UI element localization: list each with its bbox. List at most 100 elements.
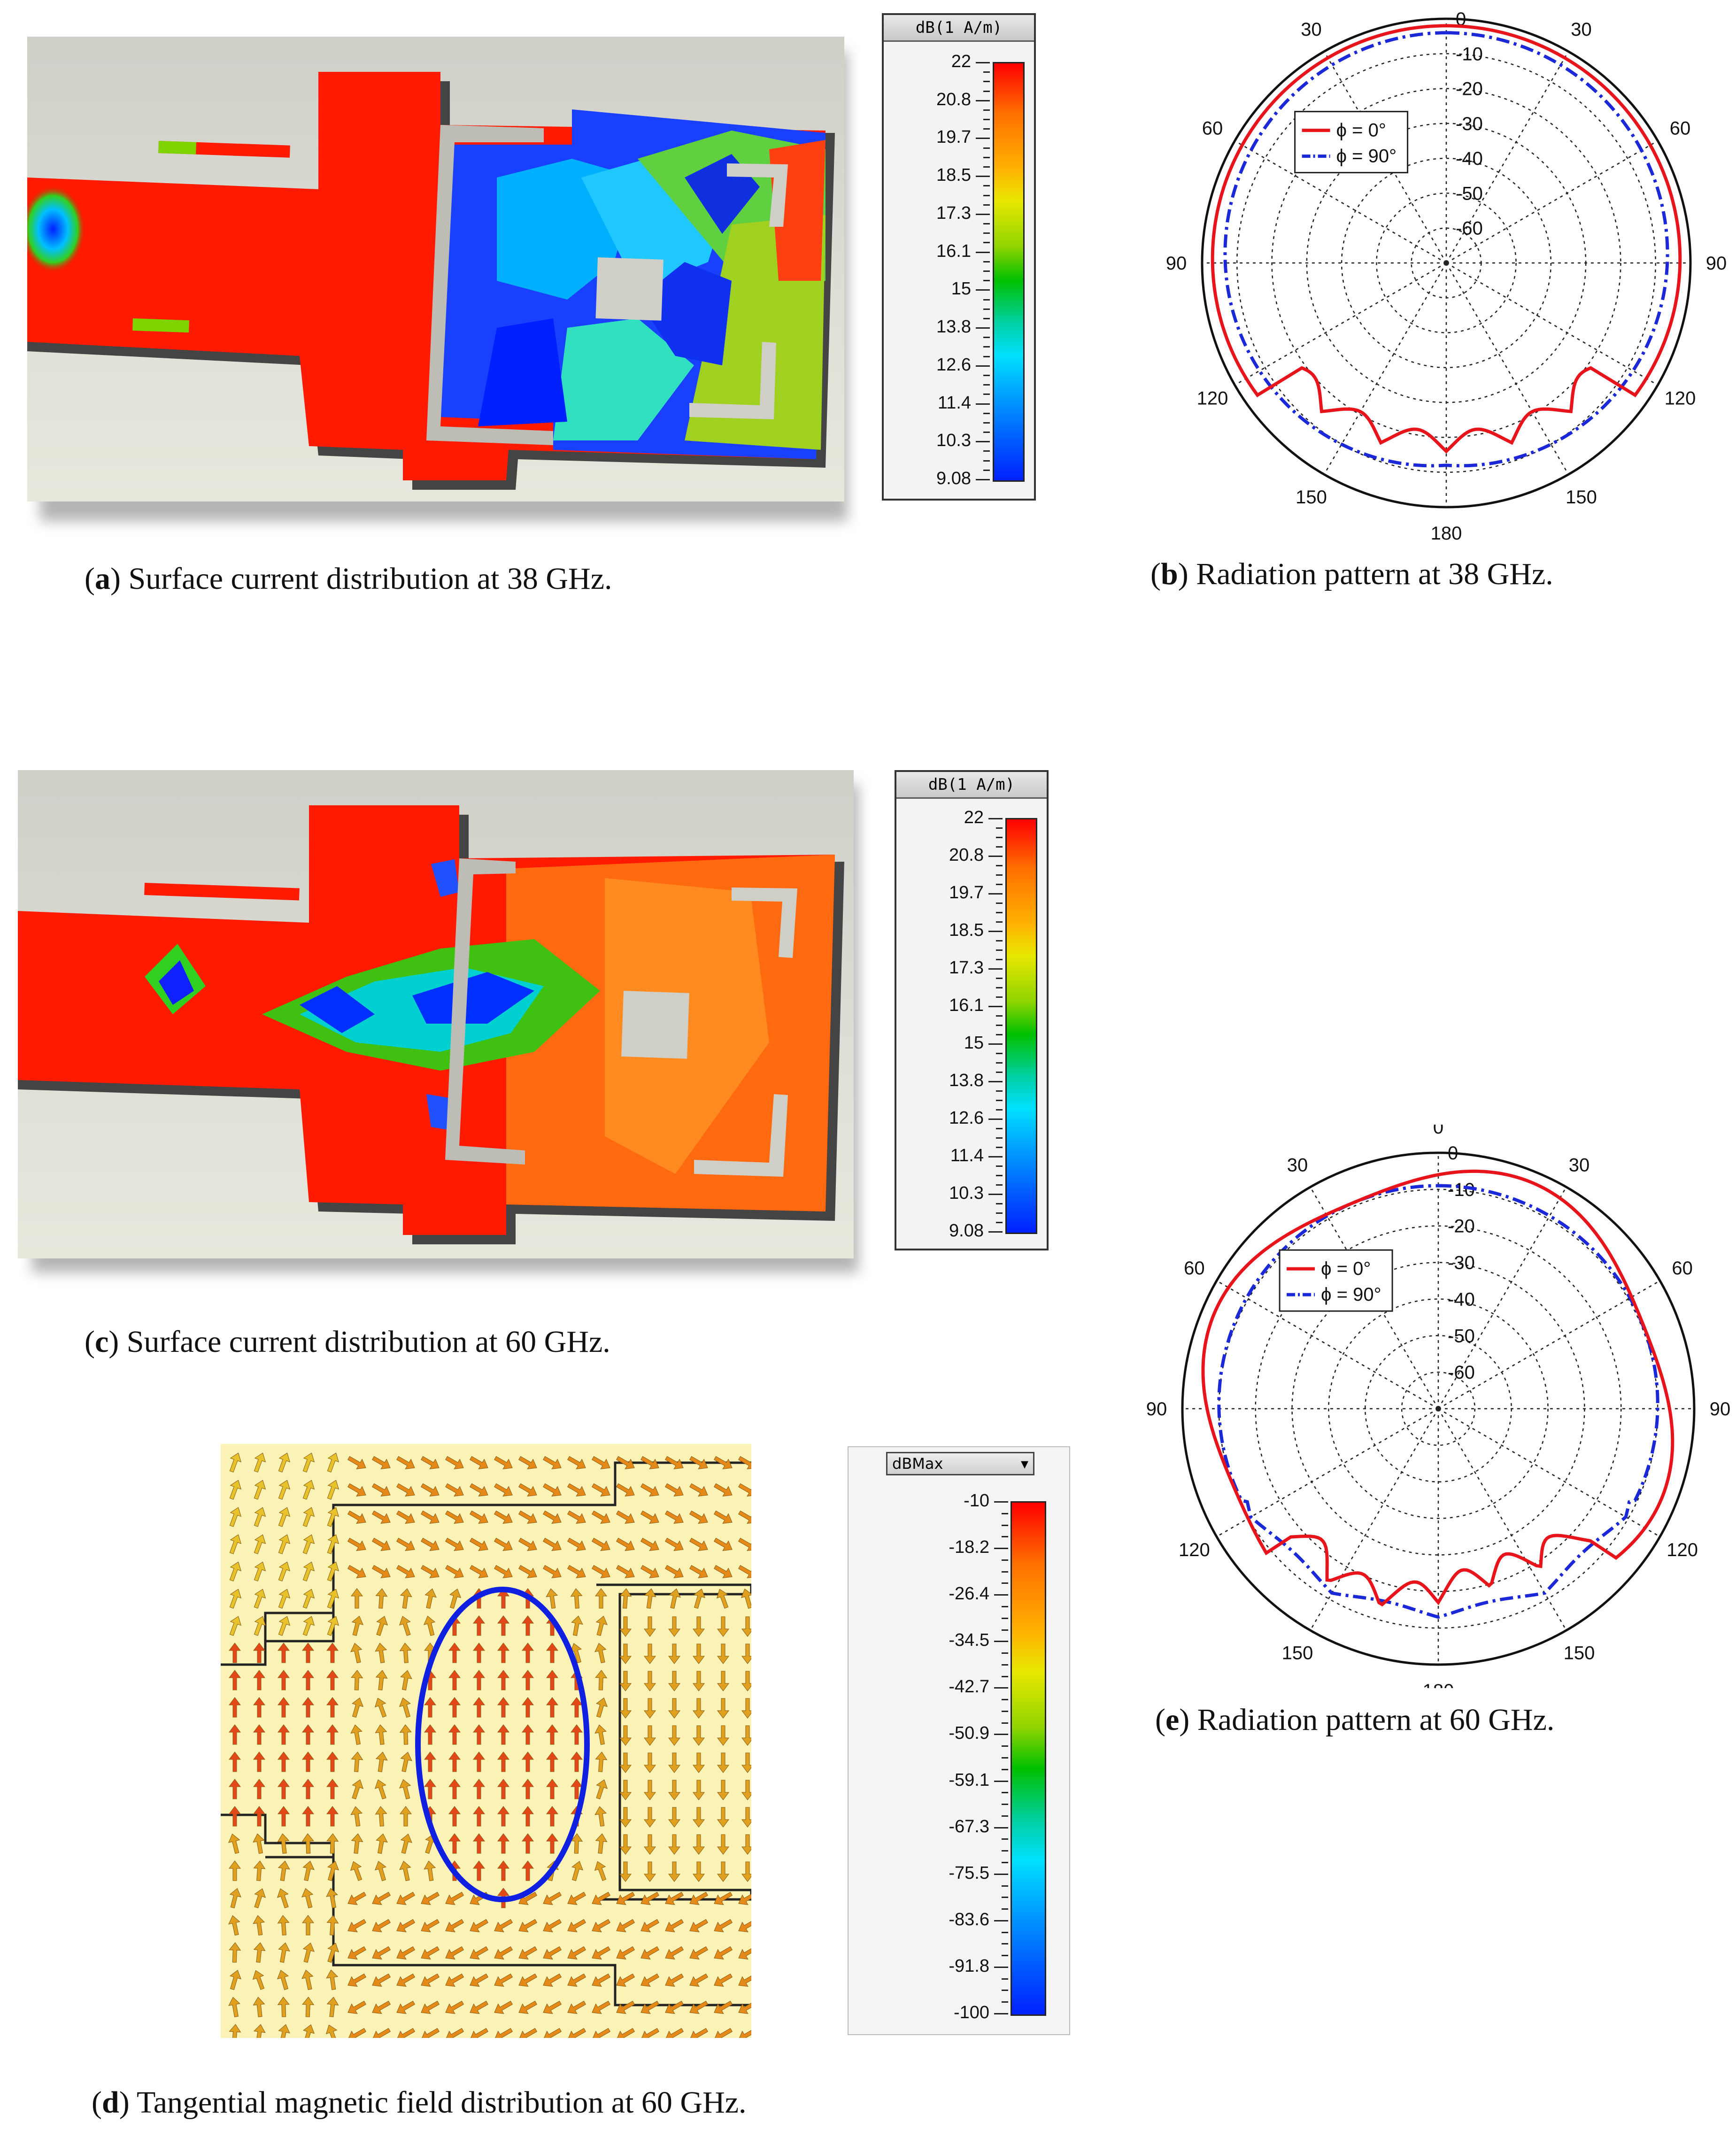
field-arrow <box>351 1833 363 1854</box>
field-arrow <box>665 2000 684 2014</box>
field-arrow <box>665 1919 684 1933</box>
field-arrow <box>689 1919 709 1933</box>
field-arrow <box>738 1919 751 1933</box>
field-arrow <box>668 1643 680 1664</box>
minor-tick <box>983 355 990 357</box>
field-arrow <box>664 1456 684 1470</box>
tick-mark <box>994 1687 1008 1689</box>
angle-label: 30 <box>1569 1155 1590 1175</box>
field-arrow <box>594 1643 607 1663</box>
field-arrow <box>399 1697 411 1718</box>
field-arrow <box>689 1891 709 1906</box>
angle-label: 60 <box>1184 1258 1205 1279</box>
field-arrow <box>594 1724 607 1745</box>
minor-tick <box>983 412 990 414</box>
field-arrow <box>350 1724 363 1745</box>
radial-label: -40 <box>1448 1289 1475 1310</box>
minor-tick <box>983 384 990 386</box>
tick-label: 12.6 <box>936 355 971 375</box>
field-arrow <box>445 1891 464 1906</box>
field-arrow <box>327 1452 339 1473</box>
field-arrow <box>693 1671 705 1691</box>
polar-spoke <box>1445 262 1569 475</box>
caption-d: (d) Tangential magnetic field distributi… <box>92 2085 747 2120</box>
radial-label: -50 <box>1448 1326 1475 1346</box>
field-arrow <box>546 1833 558 1854</box>
field-arrow <box>717 1834 729 1855</box>
field-arrow <box>518 2028 538 2038</box>
field-arrow <box>254 1561 266 1582</box>
field-arrow <box>302 1480 315 1500</box>
field-arrow <box>421 1973 440 1987</box>
field-arrow <box>668 1834 680 1855</box>
field-arrow <box>592 2000 611 2014</box>
field-arrow <box>668 1698 680 1719</box>
field-arrow <box>619 1725 632 1746</box>
field-arrow <box>717 1698 729 1719</box>
field-arrow <box>522 1806 534 1827</box>
field-arrow <box>420 1510 440 1524</box>
tick-mark <box>988 931 1003 932</box>
field-arrow <box>469 1510 488 1524</box>
tick-label: 22 <box>951 52 971 71</box>
field-arrow <box>228 1997 240 2017</box>
units-dropdown[interactable]: dBMax ▾ <box>886 1452 1034 1475</box>
field-arrow <box>347 2028 367 2038</box>
field-arrow <box>592 2028 611 2038</box>
radial-label: -50 <box>1456 183 1483 204</box>
minor-tick <box>996 1184 1003 1186</box>
field-arrow <box>421 2028 440 2038</box>
field-arrow <box>717 1780 729 1800</box>
minor-tick <box>983 337 990 339</box>
field-arrow <box>420 1537 440 1551</box>
field-arrow <box>571 1861 584 1881</box>
field-arrow <box>326 1670 339 1690</box>
field-arrow <box>473 1779 485 1799</box>
field-arrow <box>497 1670 509 1690</box>
field-arrow <box>693 1725 705 1746</box>
field-arrow <box>347 1891 367 1906</box>
field-arrow <box>644 1588 656 1609</box>
tick-mark <box>976 176 990 177</box>
field-arrow <box>399 1643 412 1663</box>
minor-tick <box>983 232 990 234</box>
field-arrow <box>619 1752 632 1773</box>
tick-mark <box>988 818 1003 819</box>
tick-label: 13.8 <box>949 1071 984 1090</box>
field-arrow <box>497 1751 509 1772</box>
tick-mark <box>994 1873 1008 1875</box>
minor-tick <box>983 71 990 73</box>
angle-label: 150 <box>1282 1643 1313 1664</box>
field-arrow <box>473 1615 485 1636</box>
minor-tick <box>983 422 990 424</box>
field-arrow <box>253 1860 266 1881</box>
field-arrow <box>644 1698 656 1719</box>
polar-ring <box>1271 88 1621 438</box>
field-arrow <box>596 1697 608 1718</box>
field-arrow <box>664 1565 684 1579</box>
tick-mark <box>988 968 1003 970</box>
field-arrow <box>302 1779 314 1799</box>
tick-mark <box>976 62 990 63</box>
field-arrow <box>497 1860 509 1881</box>
minor-tick <box>996 949 1003 951</box>
field-arrow <box>741 1643 751 1664</box>
field-arrow <box>420 1483 440 1497</box>
field-arrow <box>326 1888 338 1908</box>
angle-label: 180 <box>1431 523 1462 540</box>
field-arrow <box>741 1807 751 1828</box>
field-arrow <box>445 1973 464 1987</box>
field-arrow <box>470 1973 489 1987</box>
field-arrow <box>449 1589 462 1609</box>
minor-tick <box>1002 1664 1008 1666</box>
field-arrow <box>571 1724 583 1745</box>
field-arrow <box>254 1888 266 1908</box>
field-arrow <box>591 1565 610 1579</box>
field-arrow <box>396 2000 416 2014</box>
caption-b: (b) Radiation pattern at 38 GHz. <box>1150 557 1553 591</box>
field-arrow <box>254 1616 266 1636</box>
field-arrow <box>591 1510 610 1524</box>
field-arrow <box>473 1806 485 1827</box>
field-arrow <box>546 1643 558 1663</box>
field-arrow <box>543 1891 562 1906</box>
